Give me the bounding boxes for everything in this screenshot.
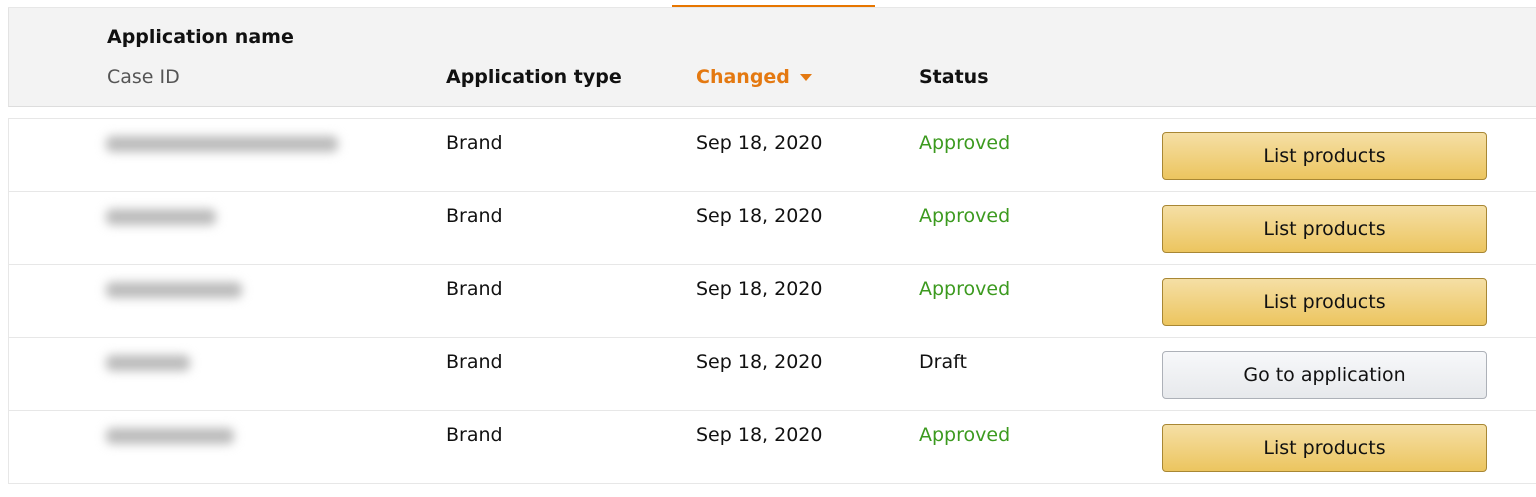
application-type: Brand [446, 205, 503, 227]
application-type: Brand [446, 351, 503, 373]
sort-descending-icon [799, 74, 812, 81]
table-row: Brand Sep 18, 2020 Draft Go to applicati… [9, 338, 1536, 411]
column-header-case-id[interactable]: Case ID [107, 66, 180, 88]
table-header: Application name Case ID Application typ… [8, 8, 1536, 107]
application-name-redacted [106, 428, 234, 444]
list-products-button[interactable]: List products [1162, 278, 1487, 326]
status-badge: Approved [919, 132, 1011, 154]
application-name-redacted [106, 209, 216, 225]
status-badge: Approved [919, 278, 1011, 300]
status-badge: Approved [919, 205, 1011, 227]
column-header-changed[interactable]: Changed [696, 66, 812, 88]
list-products-button[interactable]: List products [1162, 424, 1487, 472]
status-badge: Approved [919, 424, 1011, 446]
active-tab-indicator [672, 5, 875, 7]
application-name-redacted [106, 355, 190, 371]
application-name-redacted [106, 136, 338, 152]
application-type: Brand [446, 424, 503, 446]
column-header-status[interactable]: Status [919, 66, 989, 88]
column-header-application-name[interactable]: Application name [107, 26, 294, 48]
changed-date: Sep 18, 2020 [696, 351, 823, 373]
divider [8, 7, 1536, 8]
status-badge: Draft [919, 351, 967, 373]
application-type: Brand [446, 278, 503, 300]
column-header-changed-label: Changed [696, 66, 790, 88]
application-name-redacted [106, 282, 242, 298]
table-row: Brand Sep 18, 2020 Approved List product… [9, 192, 1536, 265]
changed-date: Sep 18, 2020 [696, 132, 823, 154]
changed-date: Sep 18, 2020 [696, 278, 823, 300]
application-type: Brand [446, 132, 503, 154]
table-row: Brand Sep 18, 2020 Approved List product… [9, 411, 1536, 484]
table-row: Brand Sep 18, 2020 Approved List product… [9, 119, 1536, 192]
table-row: Brand Sep 18, 2020 Approved List product… [9, 265, 1536, 338]
list-products-button[interactable]: List products [1162, 205, 1487, 253]
go-to-application-button[interactable]: Go to application [1162, 351, 1487, 399]
column-header-application-type[interactable]: Application type [446, 66, 622, 88]
changed-date: Sep 18, 2020 [696, 424, 823, 446]
applications-table: Brand Sep 18, 2020 Approved List product… [8, 118, 1536, 484]
list-products-button[interactable]: List products [1162, 132, 1487, 180]
changed-date: Sep 18, 2020 [696, 205, 823, 227]
